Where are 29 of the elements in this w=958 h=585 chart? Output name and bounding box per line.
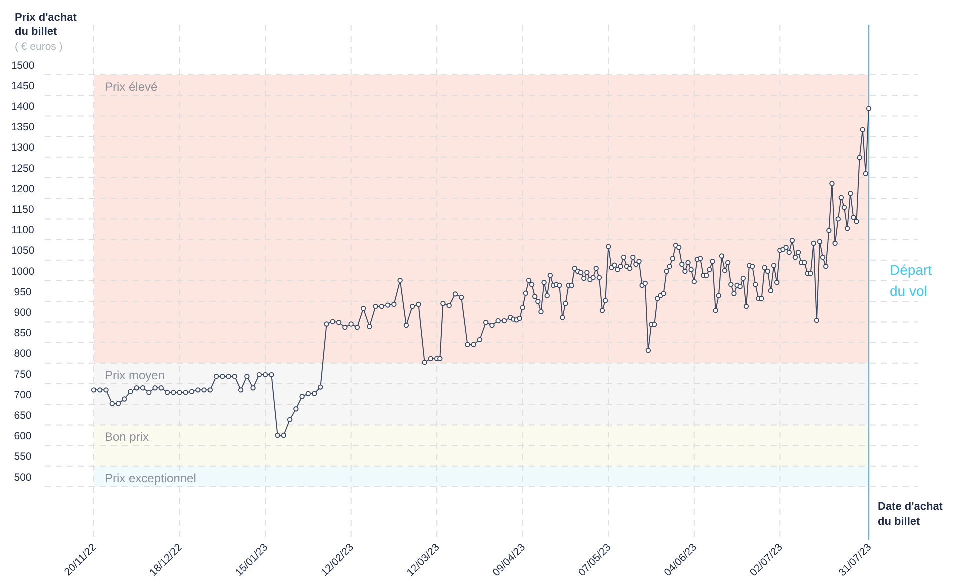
y-tick-label: 800: [14, 348, 32, 360]
y-tick-label: 950: [14, 286, 32, 298]
y-tick-label: 1050: [11, 245, 35, 258]
band-label: Bon prix: [105, 430, 150, 444]
y-tick-label: 750: [14, 368, 32, 381]
band-label: Prix exceptionnel: [105, 471, 196, 486]
y-tick-label: 1150: [12, 204, 34, 216]
y-tick-label: 900: [14, 306, 32, 319]
text: ( € euros ): [15, 41, 63, 53]
y-tick-label: 1200: [11, 183, 35, 196]
y-tick-label: 550: [14, 451, 32, 464]
y-tick-label: 850: [14, 328, 32, 340]
band-label: Prix moyen: [105, 368, 166, 382]
y-tick-label: 1000: [11, 266, 35, 278]
y-tick-label: 500: [14, 472, 32, 484]
ref-line-label: Départ du vol: [890, 262, 932, 299]
y-tick-label: 1250: [11, 162, 35, 175]
y-tick-label: 600: [14, 430, 32, 443]
y-tick-label: 700: [14, 389, 32, 402]
y-tick-label: 1350: [11, 122, 35, 134]
y-tick-label: 1300: [11, 142, 35, 154]
y-axis-title: Prix d'achat du billet: [15, 12, 78, 38]
band-label: Prix élevé: [105, 80, 158, 94]
y-tick-label: 1500: [11, 60, 35, 72]
y-tick-label: 1450: [11, 80, 35, 92]
y-tick-label: 1400: [11, 100, 35, 113]
y-tick-label: 1100: [12, 224, 34, 237]
y-tick-label: 650: [14, 410, 32, 422]
x-axis-title: Date d'achat du billet: [878, 501, 944, 528]
